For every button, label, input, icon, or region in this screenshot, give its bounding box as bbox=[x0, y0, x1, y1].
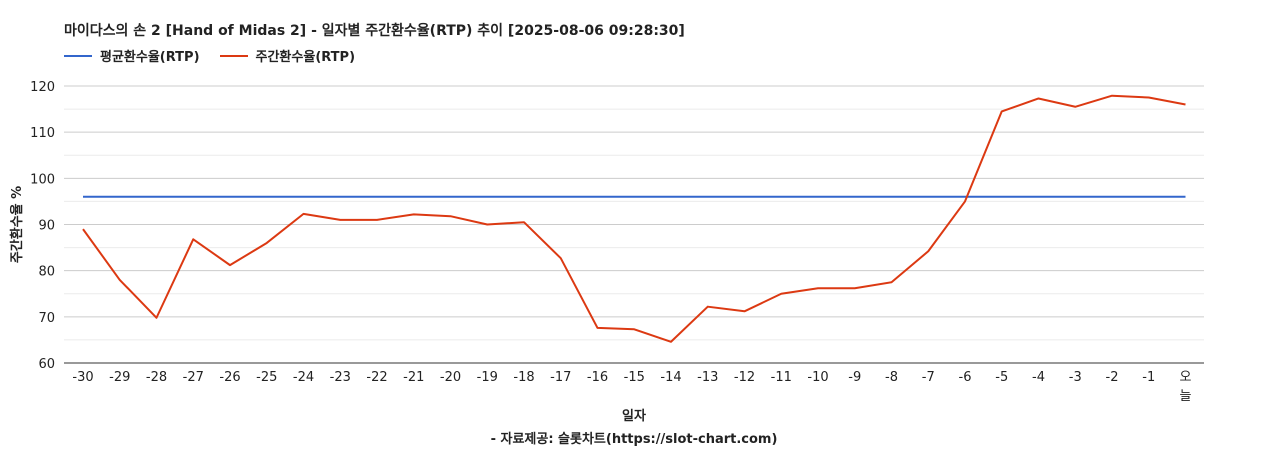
x-tick-label: -16 bbox=[587, 370, 608, 385]
x-tick-label: -14 bbox=[660, 370, 681, 385]
y-tick-label: 60 bbox=[38, 357, 55, 372]
x-tick-label: -30 bbox=[72, 370, 93, 385]
legend: 평균환수율(RTP) 주간환수율(RTP) bbox=[64, 46, 355, 65]
legend-item-average[interactable]: 평균환수율(RTP) bbox=[64, 46, 200, 65]
x-tick-label: -7 bbox=[922, 370, 935, 385]
x-tick-label: -29 bbox=[109, 370, 130, 385]
x-tick-label: -5 bbox=[995, 370, 1008, 385]
x-tick-label: -18 bbox=[513, 370, 534, 385]
x-tick-label: -20 bbox=[440, 370, 461, 385]
x-axis-label: 일자 bbox=[622, 409, 646, 424]
x-tick-label: -6 bbox=[959, 370, 972, 385]
source-credit: - 자료제공: 슬롯차트(https://slot-chart.com) bbox=[490, 432, 778, 447]
y-tick-label: 120 bbox=[30, 80, 55, 95]
x-tick-label: -12 bbox=[734, 370, 755, 385]
y-tick-label: 70 bbox=[38, 311, 55, 326]
x-tick-label: -28 bbox=[146, 370, 167, 385]
legend-swatch-weekly bbox=[219, 54, 248, 57]
x-tick-label: -4 bbox=[1032, 370, 1045, 385]
x-tick-label: 늘 bbox=[1180, 389, 1192, 404]
y-tick-label: 90 bbox=[38, 219, 55, 234]
legend-label-average: 평균환수율(RTP) bbox=[100, 50, 200, 65]
x-tick-label: -23 bbox=[330, 370, 351, 385]
x-tick-label: -9 bbox=[848, 370, 861, 385]
x-tick-label: -11 bbox=[771, 370, 792, 385]
x-tick-label: -15 bbox=[624, 370, 645, 385]
x-tick-label: -25 bbox=[256, 370, 277, 385]
x-tick-label: -13 bbox=[697, 370, 718, 385]
x-tick-label: -24 bbox=[293, 370, 314, 385]
x-tick-label: -8 bbox=[885, 370, 898, 385]
legend-item-weekly[interactable]: 주간환수율(RTP) bbox=[219, 46, 356, 65]
y-tick-label: 100 bbox=[30, 172, 55, 187]
chart-title: 마이다스의 손 2 [Hand of Midas 2] - 일자별 주간환수율(… bbox=[64, 23, 685, 39]
legend-label-weekly: 주간환수율(RTP) bbox=[255, 50, 356, 65]
x-tick-label: -1 bbox=[1142, 370, 1155, 385]
y-tick-label: 80 bbox=[38, 265, 55, 280]
x-tick-label: -26 bbox=[219, 370, 240, 385]
x-tick-label: -2 bbox=[1106, 370, 1119, 385]
x-tick-label: -22 bbox=[366, 370, 387, 385]
series-line-weekly bbox=[82, 94, 1186, 343]
y-axis-label: 주간환수율 % bbox=[9, 186, 25, 263]
x-tick-label: 오 bbox=[1180, 370, 1192, 385]
y-tick-label: 110 bbox=[30, 126, 55, 141]
x-tick-label: -27 bbox=[183, 370, 204, 385]
x-tick-label: -19 bbox=[477, 370, 498, 385]
x-tick-label: -10 bbox=[807, 370, 828, 385]
legend-swatch-average bbox=[64, 54, 92, 57]
x-tick-label: -3 bbox=[1069, 370, 1082, 385]
x-tick-label: -21 bbox=[403, 370, 424, 385]
x-tick-label: -17 bbox=[550, 370, 571, 385]
